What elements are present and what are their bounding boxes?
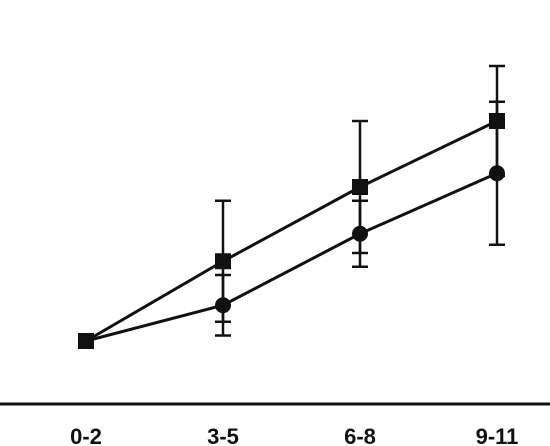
circle-marker xyxy=(78,333,94,349)
x-tick-label: 6-8 xyxy=(344,424,376,446)
circle-marker xyxy=(352,225,368,242)
series-line xyxy=(85,171,498,343)
x-tick-label: 9-11 xyxy=(476,424,519,446)
square-marker xyxy=(215,253,231,270)
series-1 xyxy=(78,64,505,349)
series-layer xyxy=(78,64,505,349)
x-tick-label: 3-5 xyxy=(207,424,239,446)
x-tick-label: 0-2 xyxy=(70,424,102,446)
series-2 xyxy=(78,100,505,349)
series-line xyxy=(85,119,498,343)
x-axis-ticks: 0-2 3-5 6-8 9-11 xyxy=(70,424,518,446)
circle-marker xyxy=(215,297,231,314)
square-marker xyxy=(352,179,368,195)
circle-marker xyxy=(489,165,505,182)
